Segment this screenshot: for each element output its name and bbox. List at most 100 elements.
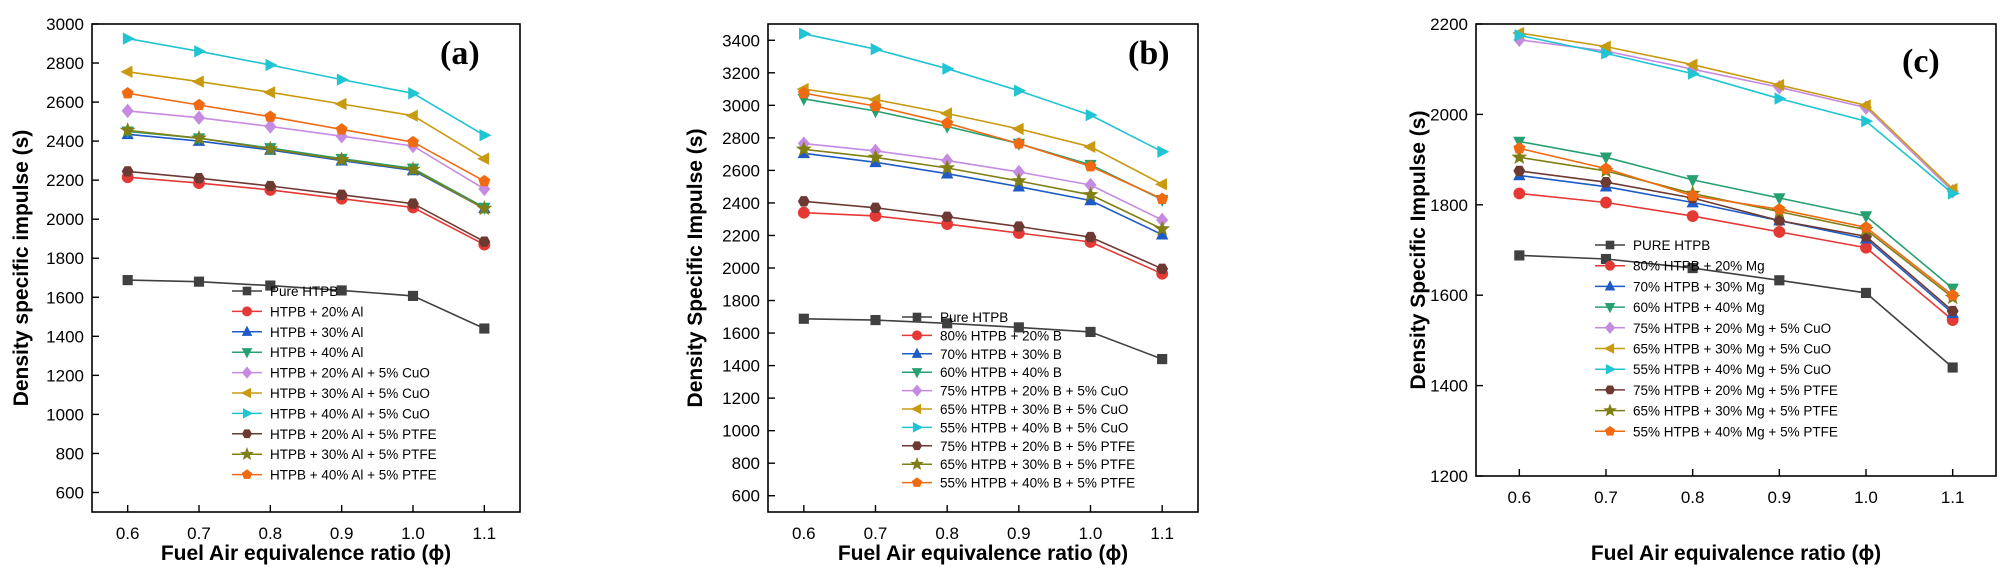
panel-a-y-tick-label: 1000 <box>46 405 84 424</box>
panel-b-legend-marker <box>912 312 922 322</box>
panel-c-data-point <box>1513 165 1526 177</box>
panel-a-legend-label: HTPB + 30% Al + 5% CuO <box>270 386 430 401</box>
panel-a-legend-marker <box>241 366 253 379</box>
panel-b-legend-marker <box>912 422 924 433</box>
panel-c-legend-label: 70% HTPB + 30% Mg <box>1633 279 1765 294</box>
panel-b-x-tick-label: 0.9 <box>1007 524 1031 543</box>
panel-b-data-point <box>795 140 812 156</box>
panel-a-legend-label: HTPB + 40% Al + 5% CuO <box>270 406 430 421</box>
panel-a-y-tick-label: 600 <box>56 483 84 502</box>
panel-a-data-point <box>122 32 135 45</box>
panel-b-data-point <box>1012 221 1025 232</box>
panel-c-x-tick-label: 0.7 <box>1594 488 1618 507</box>
panel-b-legend-label: 75% HTPB + 20% B + 5% CuO <box>940 384 1128 399</box>
panel-b-legend-marker <box>911 368 923 379</box>
panel-c-y-tick-label: 2000 <box>1430 105 1468 124</box>
panel-c-data-point <box>1686 189 1699 201</box>
panel-a-data-point <box>478 236 491 247</box>
panel-a-y-tick-label: 1600 <box>46 288 84 307</box>
panel-a-data-point <box>121 103 134 119</box>
panel-c-series-2 <box>1513 187 1959 326</box>
panel-a-series-2 <box>121 171 491 251</box>
panel-a-legend-label: HTPB + 20% Al <box>270 304 363 319</box>
panel-c-data-point <box>1685 58 1698 71</box>
panel-c-series-line <box>1519 34 1954 195</box>
panel-c-series-4 <box>1513 136 1959 296</box>
panel-a-data-point <box>264 119 277 134</box>
panel-c-data-point <box>1774 92 1787 105</box>
panel-a-label: (a) <box>440 35 480 72</box>
panel-c-series-5 <box>1513 32 1959 199</box>
panel-c-series-line <box>1519 170 1954 312</box>
panel-b-data-point <box>1010 172 1027 188</box>
panel-b-y-tick-label: 3000 <box>722 96 760 115</box>
panel-a-y-tick-label: 800 <box>56 444 84 463</box>
panel-c-y-tick-label: 1800 <box>1430 196 1468 215</box>
panel-a-series-line <box>127 130 485 209</box>
panel-b-y-tick-label: 2600 <box>722 161 760 180</box>
panel-a-series-1 <box>122 275 490 334</box>
panel-a-series-6 <box>120 65 490 165</box>
panel-b-data-point <box>939 159 956 175</box>
panel-a-data-point <box>479 129 492 142</box>
panel-b-data-point <box>867 149 884 165</box>
panel-b-y-tick-label: 2200 <box>722 226 760 245</box>
panel-b-legend-marker <box>911 441 923 451</box>
panel-b-y-tick-label: 1400 <box>722 357 760 376</box>
panel-a-legend-marker <box>241 306 252 317</box>
panel-b-y-tick-label: 1200 <box>722 389 760 408</box>
panel-b-data-point <box>1012 137 1025 149</box>
panel-c-data-point <box>1773 203 1786 215</box>
panel-a-data-point <box>333 151 350 167</box>
panel-a-data-point <box>408 87 421 100</box>
panel-b-data-point <box>942 62 955 75</box>
panel-b-data-point <box>1084 160 1097 172</box>
panel-c-legend-label: 75% HTPB + 20% Mg + 5% CuO <box>1633 321 1831 336</box>
panel-c-data-point <box>1687 67 1700 80</box>
panel-b-data-point <box>797 86 810 99</box>
panel-c-x-tick-label: 1.0 <box>1854 488 1878 507</box>
panel-a-data-point <box>193 173 205 184</box>
panel-c-data-point <box>1513 187 1526 200</box>
panel-a-data-point <box>476 200 493 216</box>
panel-c-data-point <box>1514 29 1527 42</box>
panel-b-data-point <box>942 318 953 329</box>
panel-a-legend-label: Pure HTPB <box>270 284 338 299</box>
panel-a-y-axis-title: Density specific impulse (s) <box>10 130 33 407</box>
panel-c-data-point <box>1947 362 1958 373</box>
panel-b-x-tick-label: 1.1 <box>1150 524 1174 543</box>
panel-a-data-point <box>121 166 134 177</box>
panel-c-series-line <box>1519 32 1954 190</box>
panel-b-data-point <box>799 27 812 40</box>
panel-a-series-9 <box>119 122 493 216</box>
panel-b-series-line <box>803 211 1163 275</box>
panel-b-legend-label: 70% HTPB + 30% B <box>940 347 1062 362</box>
panel-a-series-line <box>127 37 485 136</box>
panel-a-x-tick-label: 0.8 <box>259 524 283 543</box>
panel-b-y-tick-label: 600 <box>732 487 760 506</box>
panel-c-data-point <box>1513 142 1526 154</box>
panel-b-series-9 <box>795 140 1171 236</box>
panel-a-series-8 <box>121 166 491 247</box>
panel-c-data-point <box>1773 226 1786 238</box>
panel-c-data-point <box>1773 193 1786 206</box>
panel-a-plot-frame <box>91 23 521 513</box>
panel-a-y-tick-label: 1200 <box>46 366 84 385</box>
panel-b-y-tick-label: 1000 <box>722 422 760 441</box>
panel-b-data-point <box>1084 231 1097 243</box>
panel-a: 600 800 1000 1200 1400 1600 1800 2000 2200 2400 26… <box>10 15 521 565</box>
panel-a-series-7 <box>122 32 492 142</box>
panel-c-x-tick-label: 0.9 <box>1768 488 1792 507</box>
panel-c-data-point <box>1946 305 1959 317</box>
panel-a-data-point <box>407 290 419 301</box>
panel-a-data-point <box>119 122 136 138</box>
panel-a-series-line <box>127 279 485 330</box>
panel-a-data-point <box>192 110 206 125</box>
panel-b-data-point <box>869 99 882 112</box>
panel-c-legend-label: 65% HTPB + 30% Mg + 5% PTFE <box>1633 404 1838 419</box>
panel-b-legend-label: 55% HTPB + 40% B + 5% PTFE <box>940 476 1135 491</box>
panel-a-data-point <box>478 174 491 187</box>
panel-b-series-6 <box>796 82 1167 191</box>
panel-a-data-point <box>477 152 490 165</box>
panel-c-label: (c) <box>1902 43 1940 80</box>
